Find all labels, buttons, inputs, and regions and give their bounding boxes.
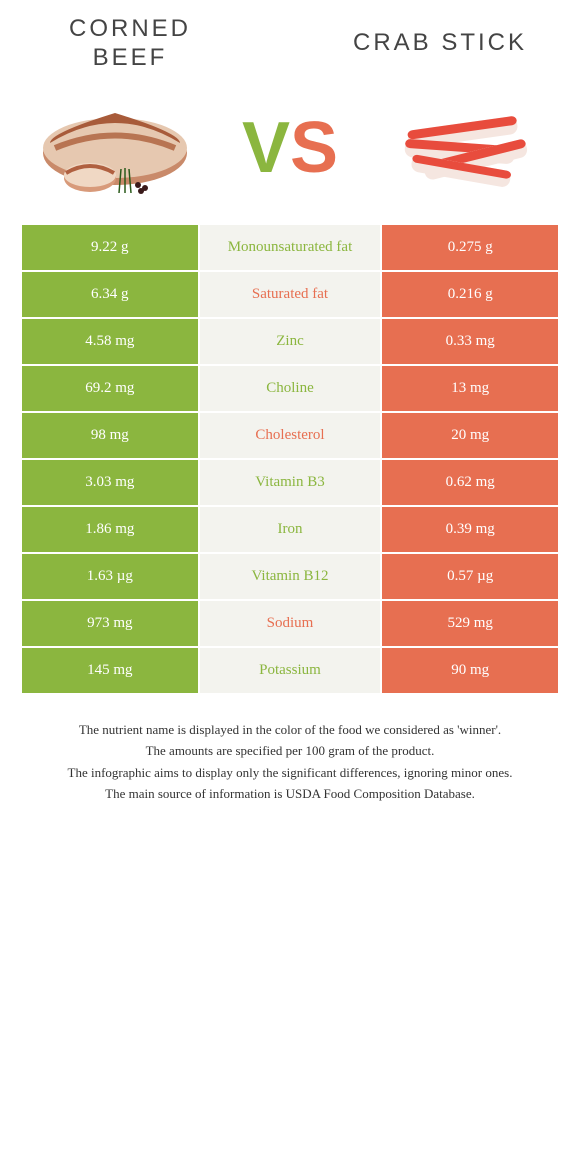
footer-notes: The nutrient name is displayed in the co… <box>0 695 580 836</box>
value-left: 98 mg <box>22 413 198 458</box>
nutrient-label: Monounsaturated fat <box>200 225 381 270</box>
value-right: 0.216 g <box>382 272 558 317</box>
table-row: 3.03 mgVitamin B30.62 mg <box>22 460 558 505</box>
nutrient-label: Vitamin B3 <box>200 460 381 505</box>
nutrient-label: Zinc <box>200 319 381 364</box>
value-left: 4.58 mg <box>22 319 198 364</box>
table-row: 1.86 mgIron0.39 mg <box>22 507 558 552</box>
vs-v: V <box>242 108 290 188</box>
title-row: CORNED BEEF CRAB STICK <box>0 0 580 83</box>
nutrient-label: Saturated fat <box>200 272 381 317</box>
value-right: 0.33 mg <box>382 319 558 364</box>
nutrient-label: Cholesterol <box>200 413 381 458</box>
table-row: 1.63 µgVitamin B120.57 µg <box>22 554 558 599</box>
nutrient-label: Choline <box>200 366 381 411</box>
value-right: 0.62 mg <box>382 460 558 505</box>
title-left: CORNED BEEF <box>40 15 220 73</box>
footer-line: The nutrient name is displayed in the co… <box>25 720 555 740</box>
footer-line: The amounts are specified per 100 gram o… <box>25 741 555 761</box>
footer-line: The infographic aims to display only the… <box>25 763 555 783</box>
value-right: 20 mg <box>382 413 558 458</box>
vs-label: VS <box>242 107 338 189</box>
value-right: 13 mg <box>382 366 558 411</box>
value-left: 973 mg <box>22 601 198 646</box>
value-right: 529 mg <box>382 601 558 646</box>
value-right: 0.39 mg <box>382 507 558 552</box>
nutrient-label: Vitamin B12 <box>200 554 381 599</box>
comparison-table-wrap: 9.22 gMonounsaturated fat0.275 g6.34 gSa… <box>0 223 580 695</box>
value-right: 90 mg <box>382 648 558 693</box>
corned-beef-image <box>30 93 200 203</box>
value-left: 1.63 µg <box>22 554 198 599</box>
table-row: 4.58 mgZinc0.33 mg <box>22 319 558 364</box>
table-row: 145 mgPotassium90 mg <box>22 648 558 693</box>
table-row: 69.2 mgCholine13 mg <box>22 366 558 411</box>
value-left: 9.22 g <box>22 225 198 270</box>
hero-row: VS <box>0 83 580 223</box>
table-row: 9.22 gMonounsaturated fat0.275 g <box>22 225 558 270</box>
title-right: CRAB STICK <box>340 29 540 58</box>
value-left: 1.86 mg <box>22 507 198 552</box>
value-left: 6.34 g <box>22 272 198 317</box>
comparison-table: 9.22 gMonounsaturated fat0.275 g6.34 gSa… <box>20 223 560 695</box>
table-row: 98 mgCholesterol20 mg <box>22 413 558 458</box>
table-row: 6.34 gSaturated fat0.216 g <box>22 272 558 317</box>
nutrient-label: Iron <box>200 507 381 552</box>
footer-line: The main source of information is USDA F… <box>25 784 555 804</box>
value-left: 3.03 mg <box>22 460 198 505</box>
value-left: 145 mg <box>22 648 198 693</box>
table-row: 973 mgSodium529 mg <box>22 601 558 646</box>
value-left: 69.2 mg <box>22 366 198 411</box>
value-right: 0.275 g <box>382 225 558 270</box>
vs-s: S <box>290 108 338 188</box>
nutrient-label: Potassium <box>200 648 381 693</box>
nutrient-label: Sodium <box>200 601 381 646</box>
value-right: 0.57 µg <box>382 554 558 599</box>
crab-stick-image <box>380 93 550 203</box>
